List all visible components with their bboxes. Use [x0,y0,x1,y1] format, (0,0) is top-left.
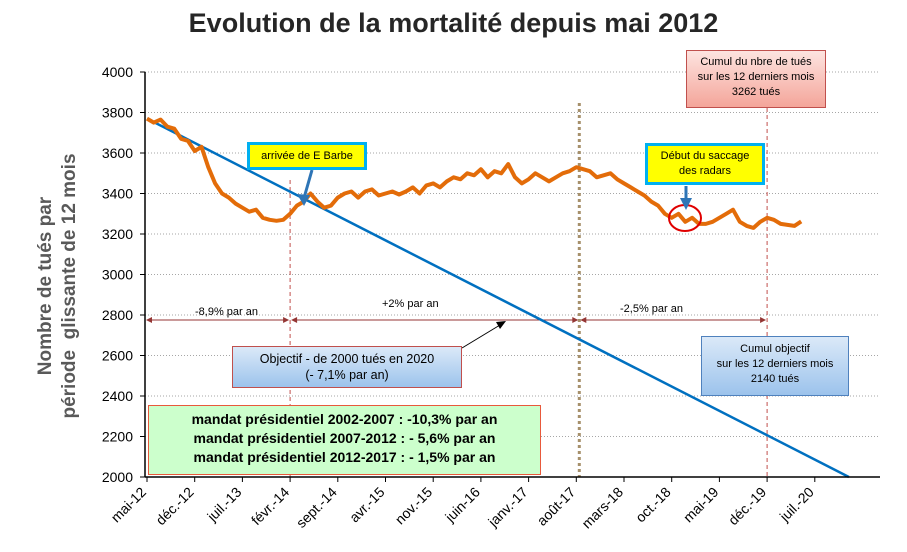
y-tick-label: 3600 [102,145,133,161]
x-tick-label: juin-16 [441,484,483,526]
x-tick-label: déc.-19 [725,484,769,528]
y-tick-label: 2800 [102,307,133,323]
cumul-objectif-line-2: sur les 12 derniers mois [716,358,834,370]
annotation-radars: Début du saccage des radars [645,143,765,185]
period-arrow-head [291,317,298,323]
x-tick-label: juil.-13 [203,484,244,525]
objectif-line-1: Objectif - de 2000 tués en 2020 [259,352,435,366]
period-arrows [146,317,767,323]
y-tick-label: 2400 [102,388,133,404]
cumul-objectif-line-3: 2140 tués [750,373,800,385]
x-tick-label: oct.-18 [632,484,674,526]
series-line-mortalite [145,116,803,230]
y-tick-label: 3000 [102,267,133,283]
period-arrow-head [760,317,767,323]
x-tick-label: janv.-17 [484,484,531,531]
period-arrow-head [283,317,290,323]
annotation-radars-line-1: Début du saccage [660,150,750,162]
annotation-barbe: arrivée de E Barbe [247,142,367,170]
cumul-tues-line-2: sur les 12 derniers mois [697,71,815,83]
period-arrow-head [580,317,587,323]
y-tick-label: 3800 [102,105,133,121]
x-tick-label: févr.-14 [248,484,292,528]
cumul-tues-line-3: 3262 tués [731,86,781,98]
x-tick-label: mai-19 [680,484,722,526]
x-axis-ticks: mai-12 déc.-12 juil.-13 févr.-14 sept.-14 avr… [108,477,817,532]
annotation-radars-line-2: des radars [679,165,731,177]
mandat-line-1: mandat présidentiel 2002-2007 : -10,3% p… [191,411,498,427]
y-axis-ticks: 2000 2200 2400 2600 2800 3000 3200 3400 3600 3800… [102,64,145,485]
mandat-line-2: mandat présidentiel 2007-2012 : - 5,6% p… [193,430,496,446]
chart-title: Evolution de la mortalité depuis mai 201… [188,8,719,38]
period-label-1: -8,9% par an [195,306,258,318]
callout-arrows [297,169,692,349]
period-label-3: -2,5% par an [620,303,683,315]
x-tick-label: juil.-20 [776,484,817,525]
period-label-2: +2% par an [382,298,439,310]
x-tick-label: avr.-15 [346,484,388,526]
annotation-cumul-tues: Cumul du nbre de tués sur les 12 dernier… [686,50,826,108]
series-line-objectif [146,117,850,479]
x-tick-label: nov.-15 [392,484,436,528]
x-tick-label: août-17 [534,484,579,529]
annotation-mandats: mandat présidentiel 2002-2007 : -10,3% p… [148,405,541,475]
x-tick-label: déc.-12 [152,484,196,528]
y-tick-label: 3200 [102,226,133,242]
annotation-cumul-objectif: Cumul objectif sur les 12 derniers mois … [701,336,849,396]
cumul-tues-line-1: Cumul du nbre de tués [700,56,812,68]
x-tick-label: mars-18 [578,484,626,532]
mandat-line-3: mandat présidentiel 2012-2017 : - 1,5% p… [193,449,496,465]
y-tick-label: 4000 [102,64,133,80]
objectif-line-2: (- 7,1% par an) [305,368,389,382]
annotation-objectif: Objectif - de 2000 tués en 2020 (- 7,1% … [232,346,462,388]
period-arrow-head [572,317,579,323]
x-tick-label: mai-12 [108,484,150,526]
cumul-objectif-line-1: Cumul objectif [740,343,810,355]
y-tick-label: 3400 [102,186,133,202]
y-tick-label: 2000 [102,469,133,485]
x-tick-label: sept.-14 [293,484,340,531]
period-arrow-head [146,317,152,323]
y-tick-label: 2600 [102,348,133,364]
y-tick-label: 2200 [102,429,133,445]
